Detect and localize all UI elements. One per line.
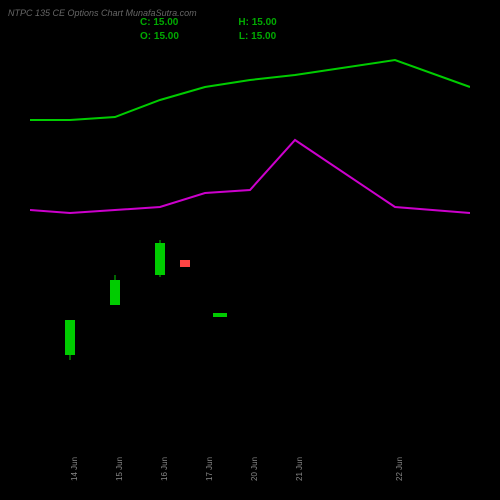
x-tick-label: 17 Jun [205,457,214,481]
x-axis: 14 Jun 15 Jun 16 Jun 17 Jun 20 Jun 21 Jun 22 J… [30,430,470,490]
chart-plot-area [30,45,470,425]
high-readout: H: 15.00 [238,16,276,30]
chart-container: NTPC 135 CE Options Chart MunafaSutra.co… [0,0,500,500]
x-tick-label: 21 Jun [295,457,304,481]
x-tick-label: 22 Jun [395,457,404,481]
candle-body [65,320,75,355]
x-tick-label: 16 Jun [160,457,169,481]
lower-band-line [30,140,470,213]
candle-body [110,280,120,305]
candle-body [180,260,190,267]
x-tick-label: 20 Jun [250,457,259,481]
upper-band-line [30,60,470,120]
low-readout: L: 15.00 [239,30,276,44]
candle-body [155,243,165,275]
open-readout: O: 15.00 [140,30,179,44]
close-readout: C: 15.00 [140,16,178,30]
chart-svg [30,45,470,425]
candle-body [213,313,227,317]
x-tick-label: 14 Jun [70,457,79,481]
x-tick-label: 15 Jun [115,457,124,481]
ohlc-panel: C: 15.00 H: 15.00 O: 15.00 L: 15.00 [140,16,277,44]
